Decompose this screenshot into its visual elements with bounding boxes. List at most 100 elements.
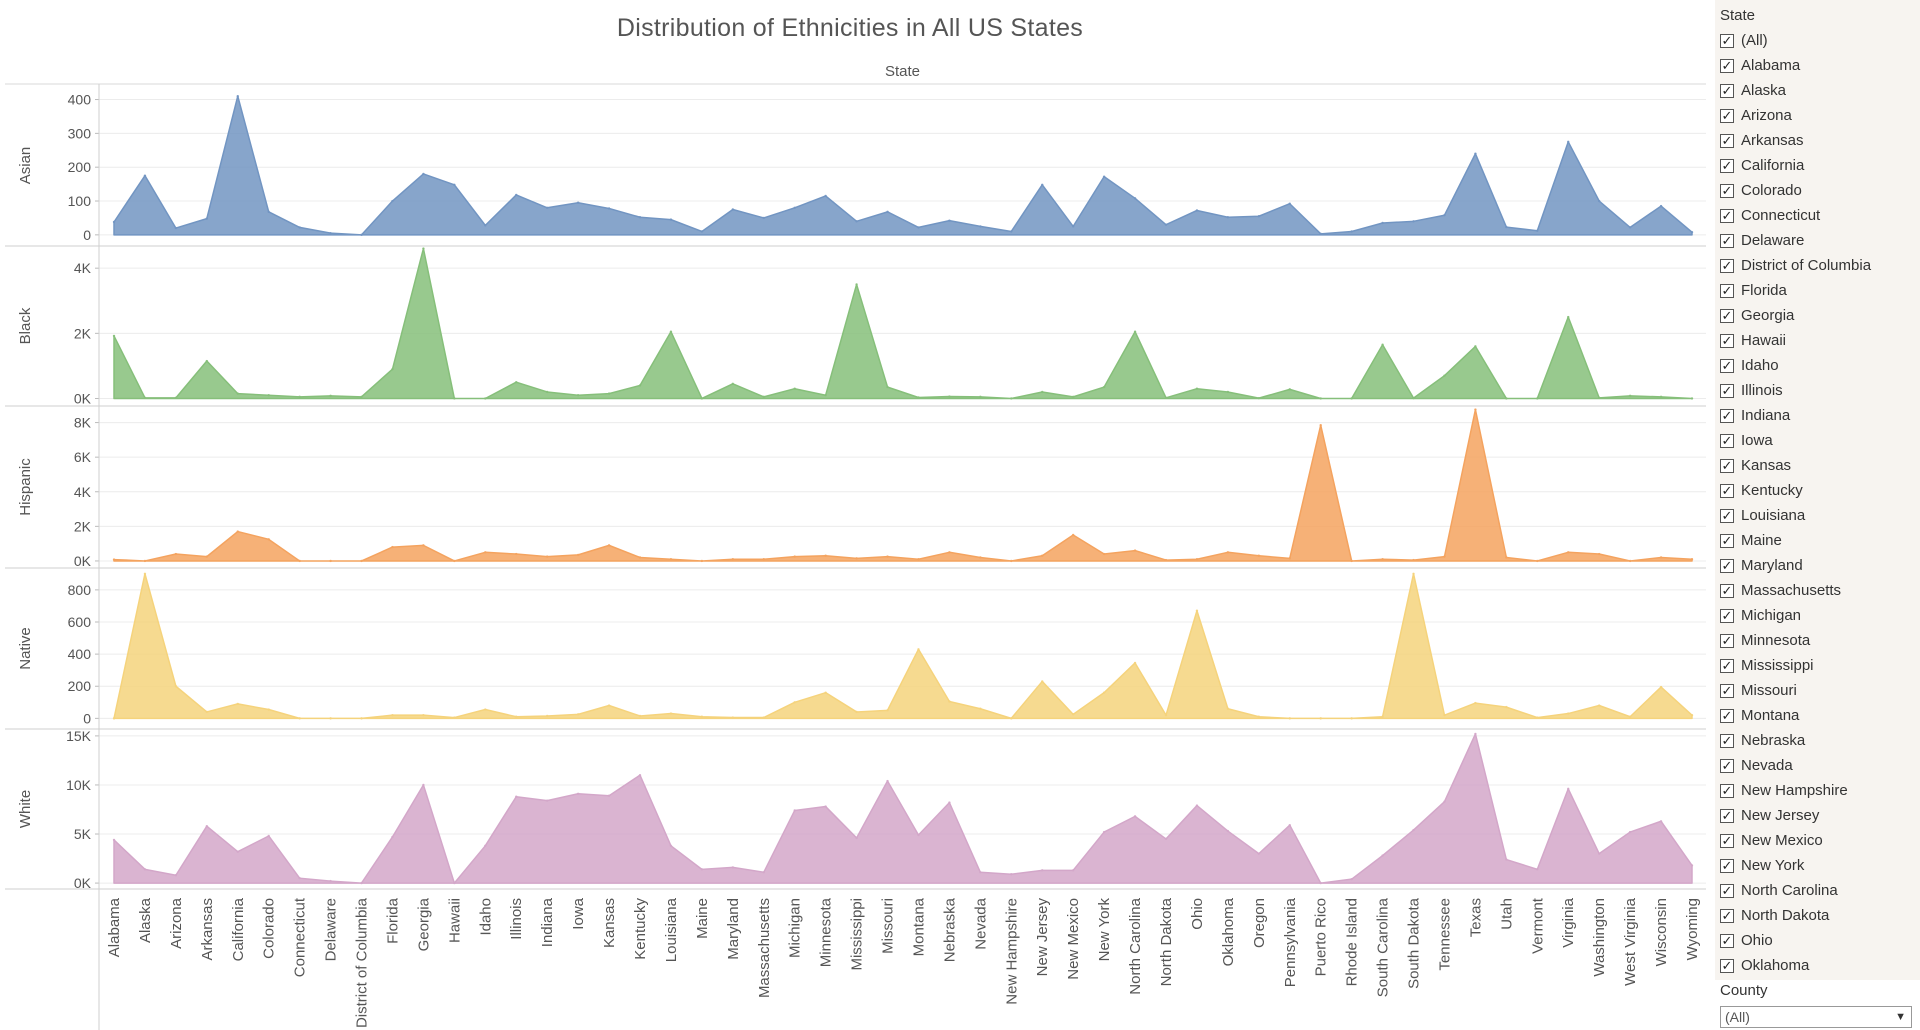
checkbox-checked-icon[interactable]: ✓ bbox=[1720, 332, 1734, 348]
checkbox-checked-icon[interactable]: ✓ bbox=[1720, 307, 1734, 323]
state-filter-item[interactable]: ✓ North Dakota bbox=[1720, 903, 1916, 928]
x-tick-label: Kansas bbox=[601, 898, 618, 948]
checkbox-checked-icon[interactable]: ✓ bbox=[1720, 57, 1734, 73]
state-filter-item[interactable]: ✓ Maryland bbox=[1720, 553, 1916, 578]
panel-native: 0 200 400 600 800 Native bbox=[5, 572, 1706, 730]
data-point-hispanic bbox=[1133, 549, 1137, 552]
checkbox-checked-icon[interactable]: ✓ bbox=[1720, 657, 1734, 673]
checkbox-checked-icon[interactable]: ✓ bbox=[1720, 757, 1734, 773]
x-tick-label: California bbox=[230, 897, 247, 961]
state-filter-item[interactable]: ✓ Massachusetts bbox=[1720, 578, 1916, 603]
x-tick-label: Hawaii bbox=[446, 898, 463, 943]
county-dropdown[interactable]: (All) ▼ bbox=[1720, 1006, 1912, 1028]
data-point-white bbox=[484, 844, 487, 848]
state-filter-item[interactable]: ✓ Montana bbox=[1720, 703, 1916, 728]
state-filter-item[interactable]: ✓ New Jersey bbox=[1720, 803, 1916, 828]
area-asian bbox=[113, 95, 1693, 236]
checkbox-checked-icon[interactable]: ✓ bbox=[1720, 732, 1734, 748]
checkbox-checked-icon[interactable]: ✓ bbox=[1720, 857, 1734, 873]
state-filter-item[interactable]: ✓ Alabama bbox=[1720, 53, 1916, 78]
checkbox-checked-icon[interactable]: ✓ bbox=[1720, 507, 1734, 523]
checkbox-checked-icon[interactable]: ✓ bbox=[1720, 232, 1734, 248]
state-filter-item[interactable]: ✓ Louisiana bbox=[1720, 503, 1916, 528]
state-filter-item[interactable]: ✓ Nebraska bbox=[1720, 728, 1916, 753]
state-filter-item[interactable]: ✓ Colorado bbox=[1720, 178, 1916, 203]
checkbox-checked-icon[interactable]: ✓ bbox=[1720, 457, 1734, 473]
state-filter-item[interactable]: ✓ New Mexico bbox=[1720, 828, 1916, 853]
checkbox-checked-icon[interactable]: ✓ bbox=[1720, 482, 1734, 498]
checkbox-checked-icon[interactable]: ✓ bbox=[1720, 382, 1734, 398]
data-point-white bbox=[1628, 830, 1632, 834]
state-filter-item[interactable]: ✓ Maine bbox=[1720, 528, 1916, 553]
data-point-asian bbox=[1257, 215, 1261, 218]
checkbox-checked-icon[interactable]: ✓ bbox=[1720, 907, 1734, 923]
data-point-white bbox=[298, 876, 301, 880]
state-filter-item[interactable]: ✓ Florida bbox=[1720, 278, 1916, 303]
checkbox-checked-icon[interactable]: ✓ bbox=[1720, 582, 1734, 598]
checkbox-checked-icon[interactable]: ✓ bbox=[1720, 557, 1734, 573]
checkbox-checked-icon[interactable]: ✓ bbox=[1720, 157, 1734, 173]
state-filter-item[interactable]: ✓ Georgia bbox=[1720, 303, 1916, 328]
state-filter-item[interactable]: ✓ (All) bbox=[1720, 28, 1916, 53]
state-filter-item[interactable]: ✓ Iowa bbox=[1720, 428, 1916, 453]
checkbox-checked-icon[interactable]: ✓ bbox=[1720, 707, 1734, 723]
data-point-native bbox=[112, 717, 116, 720]
checkbox-checked-icon[interactable]: ✓ bbox=[1720, 607, 1734, 623]
checkbox-checked-icon[interactable]: ✓ bbox=[1720, 882, 1734, 898]
state-filter-item[interactable]: ✓ Nevada bbox=[1720, 753, 1916, 778]
data-point-asian bbox=[1567, 140, 1570, 144]
checkbox-checked-icon[interactable]: ✓ bbox=[1720, 532, 1734, 548]
state-filter-label: North Carolina bbox=[1741, 882, 1838, 899]
state-filter-item[interactable]: ✓ New York bbox=[1720, 853, 1916, 878]
state-filter-item[interactable]: ✓ California bbox=[1720, 153, 1916, 178]
state-filter-label: North Dakota bbox=[1741, 907, 1830, 924]
checkbox-checked-icon[interactable]: ✓ bbox=[1720, 807, 1734, 823]
county-filter-title: County bbox=[1720, 982, 1768, 999]
data-point-native bbox=[1350, 717, 1353, 720]
data-point-white bbox=[391, 835, 394, 839]
data-point-black bbox=[1257, 396, 1261, 400]
state-filter-item[interactable]: ✓ Ohio bbox=[1720, 928, 1916, 953]
checkbox-checked-icon[interactable]: ✓ bbox=[1720, 932, 1734, 948]
state-filter-item[interactable]: ✓ Connecticut bbox=[1720, 203, 1916, 228]
x-tick-label: Delaware bbox=[323, 898, 340, 961]
state-filter-item[interactable]: ✓ Kentucky bbox=[1720, 478, 1916, 503]
state-filter-item[interactable]: ✓ North Carolina bbox=[1720, 878, 1916, 903]
state-filter-item[interactable]: ✓ Mississippi bbox=[1720, 653, 1916, 678]
checkbox-checked-icon[interactable]: ✓ bbox=[1720, 407, 1734, 423]
state-filter-item[interactable]: ✓ Hawaii bbox=[1720, 328, 1916, 353]
checkbox-checked-icon[interactable]: ✓ bbox=[1720, 132, 1734, 148]
state-filter-item[interactable]: ✓ Alaska bbox=[1720, 78, 1916, 103]
checkbox-checked-icon[interactable]: ✓ bbox=[1720, 32, 1734, 48]
state-filter-item[interactable]: ✓ Arkansas bbox=[1720, 128, 1916, 153]
checkbox-checked-icon[interactable]: ✓ bbox=[1720, 257, 1734, 273]
checkbox-checked-icon[interactable]: ✓ bbox=[1720, 82, 1734, 98]
state-filter-item[interactable]: ✓ Illinois bbox=[1720, 378, 1916, 403]
state-filter-item[interactable]: ✓ Missouri bbox=[1720, 678, 1916, 703]
state-filter-item[interactable]: ✓ Michigan bbox=[1720, 603, 1916, 628]
checkbox-checked-icon[interactable]: ✓ bbox=[1720, 282, 1734, 298]
checkbox-checked-icon[interactable]: ✓ bbox=[1720, 782, 1734, 798]
checkbox-checked-icon[interactable]: ✓ bbox=[1720, 357, 1734, 373]
state-filter-list[interactable]: ✓ (All) ✓ Alabama ✓ Alaska ✓ Arizona ✓ Arkansas ✓ C… bbox=[1720, 28, 1916, 976]
state-filter-item[interactable]: ✓ Idaho bbox=[1720, 353, 1916, 378]
checkbox-checked-icon[interactable]: ✓ bbox=[1720, 432, 1734, 448]
data-point-white bbox=[329, 879, 332, 883]
state-filter-item[interactable]: ✓ District of Columbia bbox=[1720, 253, 1916, 278]
checkbox-checked-icon[interactable]: ✓ bbox=[1720, 207, 1734, 223]
data-point-native bbox=[453, 716, 456, 719]
state-filter-item[interactable]: ✓ Delaware bbox=[1720, 228, 1916, 253]
checkbox-checked-icon[interactable]: ✓ bbox=[1720, 632, 1734, 648]
state-filter-item[interactable]: ✓ New Hampshire bbox=[1720, 778, 1916, 803]
state-filter-item[interactable]: ✓ Indiana bbox=[1720, 403, 1916, 428]
checkbox-checked-icon[interactable]: ✓ bbox=[1720, 957, 1734, 973]
state-filter-item[interactable]: ✓ Kansas bbox=[1720, 453, 1916, 478]
checkbox-checked-icon[interactable]: ✓ bbox=[1720, 107, 1734, 123]
checkbox-checked-icon[interactable]: ✓ bbox=[1720, 682, 1734, 698]
checkbox-checked-icon[interactable]: ✓ bbox=[1720, 832, 1734, 848]
state-filter-item[interactable]: ✓ Oklahoma bbox=[1720, 953, 1916, 976]
checkbox-checked-icon[interactable]: ✓ bbox=[1720, 182, 1734, 198]
state-filter-item[interactable]: ✓ Minnesota bbox=[1720, 628, 1916, 653]
state-filter-item[interactable]: ✓ Arizona bbox=[1720, 103, 1916, 128]
x-tick-label: Kentucky bbox=[632, 898, 649, 960]
